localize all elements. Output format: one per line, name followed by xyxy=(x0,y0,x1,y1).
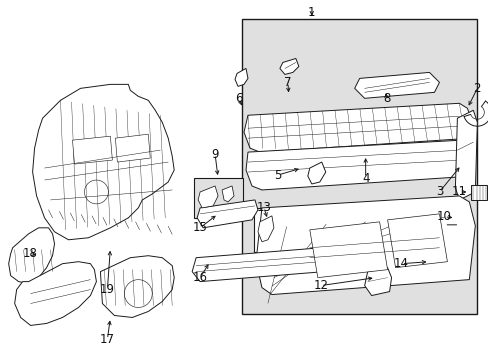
Text: 8: 8 xyxy=(382,92,389,105)
Polygon shape xyxy=(72,136,112,164)
Text: 14: 14 xyxy=(393,257,408,270)
Text: 12: 12 xyxy=(313,279,327,292)
Text: 16: 16 xyxy=(192,271,207,284)
Text: 9: 9 xyxy=(211,148,219,161)
Text: 19: 19 xyxy=(100,283,115,296)
Polygon shape xyxy=(244,103,472,152)
Text: 1: 1 xyxy=(307,6,315,19)
Polygon shape xyxy=(100,256,174,318)
Text: 18: 18 xyxy=(23,247,38,260)
Polygon shape xyxy=(198,186,218,208)
Text: 15: 15 xyxy=(192,221,207,234)
Polygon shape xyxy=(354,72,439,98)
Text: 17: 17 xyxy=(100,333,115,346)
Polygon shape xyxy=(387,214,447,268)
Text: 11: 11 xyxy=(451,185,466,198)
Text: 7: 7 xyxy=(284,76,291,89)
Text: 6: 6 xyxy=(235,92,242,105)
Polygon shape xyxy=(255,196,474,294)
Polygon shape xyxy=(307,162,325,184)
Polygon shape xyxy=(192,244,377,282)
Polygon shape xyxy=(364,268,391,296)
Polygon shape xyxy=(470,185,487,200)
Polygon shape xyxy=(33,84,174,240)
Polygon shape xyxy=(454,110,476,200)
Polygon shape xyxy=(197,200,258,228)
Polygon shape xyxy=(15,262,96,325)
Polygon shape xyxy=(194,178,243,218)
Polygon shape xyxy=(222,186,234,202)
Text: 2: 2 xyxy=(472,82,480,95)
Polygon shape xyxy=(309,222,387,278)
Text: 5: 5 xyxy=(274,168,281,181)
Polygon shape xyxy=(242,19,476,315)
Text: 3: 3 xyxy=(435,185,442,198)
Text: 10: 10 xyxy=(436,210,451,223)
Polygon shape xyxy=(115,134,150,162)
Text: 4: 4 xyxy=(361,171,368,185)
Text: 13: 13 xyxy=(256,201,271,215)
Polygon shape xyxy=(245,140,474,190)
Polygon shape xyxy=(279,58,298,75)
Polygon shape xyxy=(235,68,247,86)
Polygon shape xyxy=(258,216,273,242)
Polygon shape xyxy=(9,228,55,284)
Polygon shape xyxy=(253,208,307,252)
